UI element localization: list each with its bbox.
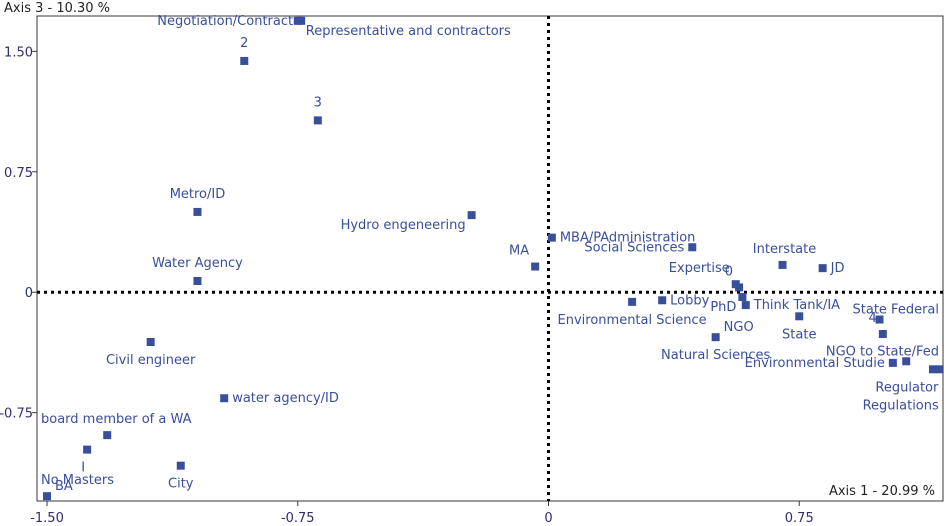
x-tick-label: 0.75 xyxy=(785,511,814,526)
data-point-label: Interstate xyxy=(753,242,816,257)
data-point-marker xyxy=(778,260,787,269)
data-point-marker xyxy=(193,207,202,216)
data-point-label: water agency/ID xyxy=(232,391,339,406)
data-point-label: PhD xyxy=(710,300,736,315)
data-point-marker xyxy=(103,431,112,440)
data-point-label: Environmental Studie xyxy=(745,356,885,371)
data-point-marker xyxy=(176,461,185,470)
data-point-label: No Masters xyxy=(41,473,114,488)
data-point-marker xyxy=(875,315,884,324)
data-point-marker xyxy=(902,357,911,366)
data-point-marker xyxy=(935,365,944,374)
y-tick-label: 0.75 xyxy=(4,166,33,181)
data-point-marker xyxy=(313,116,322,125)
data-point-label: NGO xyxy=(724,320,754,335)
axis-ticks: -1.50 -0.75 0 0.75 1.50 0.75 0 -0.75 xyxy=(0,45,814,526)
data-point-label: Regulator xyxy=(875,380,939,395)
x-tick-label: 0 xyxy=(544,511,552,526)
data-point-marker xyxy=(547,233,556,242)
data-point-marker xyxy=(795,312,804,321)
data-point-label: Water Agency xyxy=(152,256,243,271)
data-point-marker xyxy=(878,329,887,338)
data-point-marker xyxy=(240,56,249,65)
x-tick-label: -1.50 xyxy=(30,511,64,526)
data-point-marker xyxy=(688,243,697,252)
data-point-marker xyxy=(297,16,306,25)
data-point-label: Lobby xyxy=(670,293,709,308)
data-point-label: Natural Sciences xyxy=(661,348,770,363)
data-point-label: Social Sciences xyxy=(584,240,684,255)
data-point-marker xyxy=(43,492,52,501)
data-point-label: 4 xyxy=(869,311,877,326)
data-point-label: 2 xyxy=(240,36,248,51)
data-point-label: City xyxy=(168,477,194,492)
data-point-label: JD xyxy=(830,261,845,276)
data-point-label: NGO to State/Fed xyxy=(826,344,939,359)
data-point-label: board member of a WA xyxy=(41,412,192,427)
data-point-marker xyxy=(735,283,744,292)
data-point-label: MBA/PAdministration xyxy=(560,231,696,246)
data-point-label: Metro/ID xyxy=(170,187,226,202)
data-point-marker xyxy=(741,301,750,310)
data-point-label: State Federal xyxy=(853,303,939,318)
data-point-label: State xyxy=(782,327,816,342)
data-point-label: BA xyxy=(55,479,73,494)
data-point-marker xyxy=(193,276,202,285)
plot-frame xyxy=(36,15,944,502)
y-tick-label: -0.75 xyxy=(0,407,33,422)
x-tick-label: -0.75 xyxy=(281,511,315,526)
data-point-marker xyxy=(220,394,229,403)
data-point-label: Regulations xyxy=(863,398,939,413)
data-point-marker xyxy=(83,445,92,454)
data-point-marker xyxy=(738,293,747,302)
data-point-marker xyxy=(467,211,476,220)
data-point-marker xyxy=(928,365,937,374)
data-point-label: Representative and contractors xyxy=(306,24,511,39)
data-point-label: Hydro engeneering xyxy=(341,218,466,233)
data-point-marker xyxy=(658,296,667,305)
data-point-label: I xyxy=(81,461,85,476)
data-point-label: 3 xyxy=(314,95,322,110)
data-point-label: 0 xyxy=(725,264,733,279)
x-axis-title: Axis 1 - 20.99 % xyxy=(829,484,935,499)
data-point-label: Civil engineer xyxy=(106,353,196,368)
data-point-label: Think Tank/IA xyxy=(753,298,840,313)
data-point-marker xyxy=(888,358,897,367)
data-point-marker xyxy=(818,264,827,273)
data-point-label: Environmental Science xyxy=(558,313,707,328)
data-point-label: Negotiation/Contract xyxy=(157,14,293,29)
data-points: Representative and contractors Negotiatio… xyxy=(41,14,944,501)
data-point-marker xyxy=(711,333,720,342)
data-point-label: MA xyxy=(509,244,529,259)
data-point-marker xyxy=(146,338,155,347)
data-point-marker xyxy=(531,262,540,271)
y-tick-label: 0 xyxy=(25,286,33,301)
data-point-marker xyxy=(628,297,637,306)
data-point-label: Expertise xyxy=(669,261,730,276)
y-axis-title: Axis 3 - 10.30 % xyxy=(4,1,110,16)
y-tick-label: 1.50 xyxy=(4,45,33,60)
